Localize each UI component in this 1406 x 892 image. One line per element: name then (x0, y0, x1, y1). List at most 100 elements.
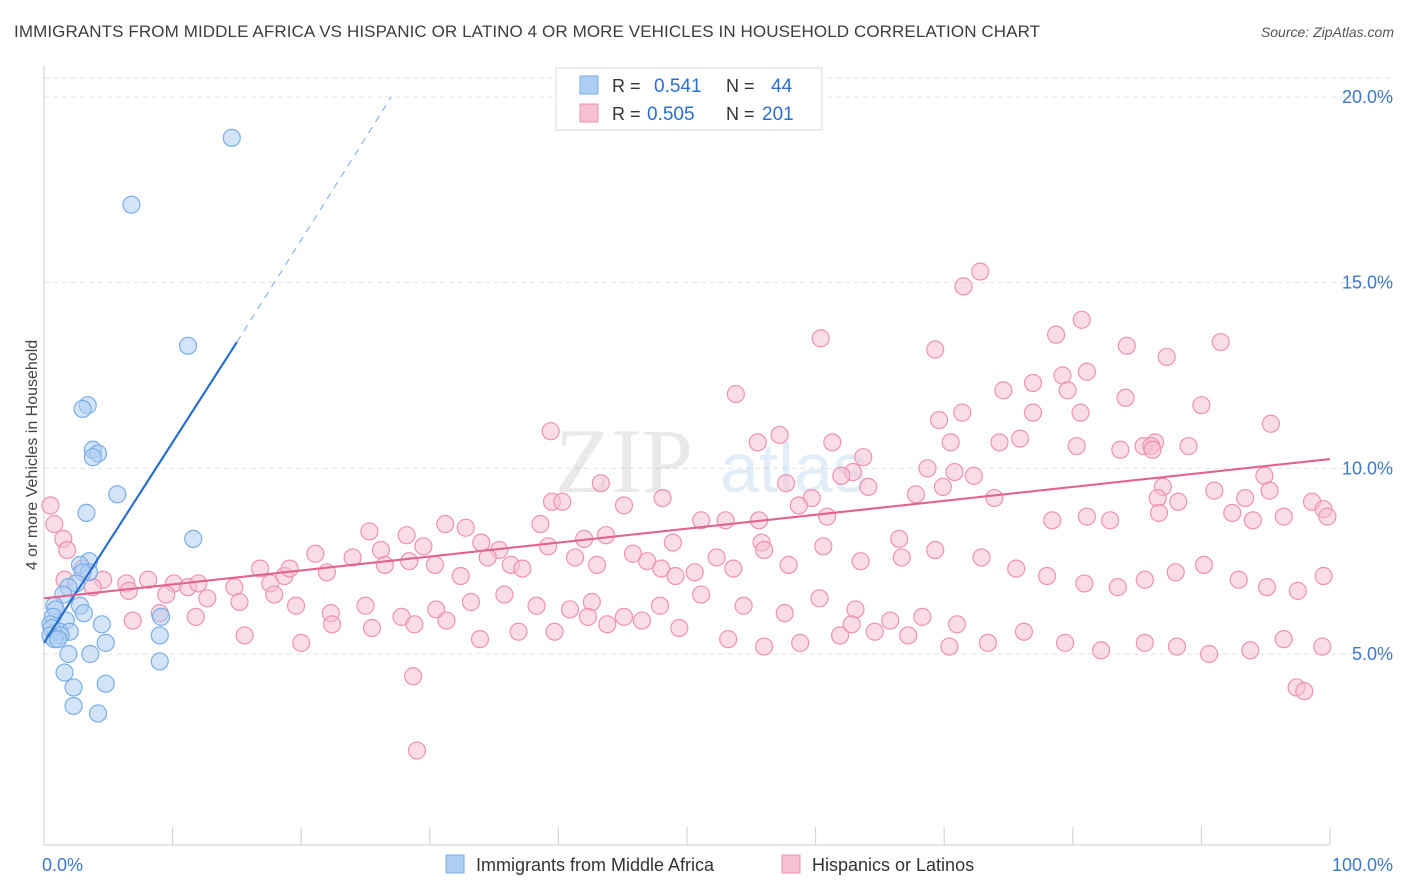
hispanics-point-162 (692, 585, 711, 604)
hispanics-point-14 (726, 384, 745, 404)
hispanics-point-166 (846, 600, 865, 619)
hispanics-point-140 (1257, 578, 1277, 597)
stats-n-value-1: 44 (771, 76, 793, 97)
hispanics-point-93 (41, 496, 60, 515)
hispanics-point-136 (1135, 570, 1154, 589)
hispanics-point-30 (1179, 436, 1198, 456)
hispanics-point-33 (1067, 436, 1086, 456)
hispanics-point-41 (964, 466, 983, 485)
hispanics-point-55 (553, 492, 572, 511)
hispanics-point-110 (425, 555, 445, 574)
middle-africa-point-33 (49, 630, 68, 649)
hispanics-point-104 (280, 559, 299, 578)
stats-r-value-2: 0.505 (647, 104, 695, 125)
hispanics-point-126 (779, 555, 798, 574)
hispanics-point-35 (1143, 440, 1162, 459)
x-tick-labels: 0.0% 100.0% (42, 855, 1393, 875)
hispanics-point-172 (186, 607, 205, 626)
hispanics-point-18 (1023, 403, 1043, 422)
hispanics-point-201 (1274, 630, 1293, 649)
hispanics-point-114 (513, 559, 532, 578)
hispanics-point-5 (1117, 336, 1136, 355)
hispanics-point-187 (755, 637, 774, 656)
hispanics-point-155 (461, 592, 481, 612)
hispanics-point-181 (545, 622, 564, 641)
hispanics-point-207 (842, 615, 861, 634)
hispanics-point-23 (770, 425, 789, 445)
hispanics-point-17 (1071, 403, 1090, 422)
y-tick-label-3: 20.0% (1342, 87, 1393, 107)
hispanics-point-115 (539, 537, 558, 556)
hispanics-point-13 (994, 381, 1013, 400)
hispanics-point-124 (724, 559, 743, 578)
hispanics-point-82 (890, 529, 909, 548)
hispanics-point-147 (198, 589, 217, 608)
middle-africa-point-40 (96, 674, 115, 693)
hispanics-point-164 (775, 604, 794, 623)
hispanics-point-160 (614, 607, 634, 626)
hispanics-point-149 (265, 585, 284, 604)
hispanics-point-32 (941, 433, 960, 452)
hispanics-point-21 (1261, 414, 1280, 433)
hispanics-point-118 (623, 544, 643, 563)
middle-africa-point-4 (73, 399, 92, 419)
hispanics-point-56 (614, 496, 634, 515)
hispanics-point-63 (1149, 503, 1169, 522)
hispanics-point-8 (1157, 347, 1176, 367)
hispanics-point-105 (306, 544, 325, 563)
hispanics-point-22 (541, 422, 560, 441)
hispanics-point-139 (1229, 570, 1248, 589)
hispanics-point-185 (670, 618, 689, 638)
middle-africa-point-36 (81, 644, 100, 664)
hispanics-point-84 (397, 526, 416, 545)
hispanics-point-3 (1046, 325, 1066, 344)
hispanics-point-190 (865, 622, 884, 641)
hispanics-point-77 (456, 518, 475, 537)
hispanics-point-78 (360, 522, 379, 541)
hispanics-point-177 (405, 615, 424, 634)
hispanics-point-75 (531, 514, 550, 534)
hispanics-point-40 (945, 462, 964, 482)
middle-africa-point-38 (55, 663, 74, 682)
grid-lines (44, 77, 1394, 655)
hispanics-point-174 (292, 633, 311, 652)
middle-africa-point-2 (178, 336, 198, 355)
hispanics-point-198 (1167, 637, 1187, 656)
hispanics-point-142 (1314, 566, 1333, 586)
series-legend: Immigrants from Middle Africa Hispanics … (445, 854, 974, 875)
hispanics-point-154 (427, 600, 446, 619)
hispanics-point-205 (407, 741, 427, 760)
hispanics-point-42 (776, 474, 796, 493)
y-axis-label: 4 or more Vehicles in Household (24, 340, 41, 570)
hispanics-point-199 (1200, 644, 1219, 664)
hispanics-point-135 (1108, 578, 1127, 597)
hispanics-point-193 (978, 633, 998, 652)
hispanics-point-129 (892, 548, 911, 567)
hispanics-point-131 (972, 548, 991, 567)
hispanics-point-15 (1116, 388, 1135, 407)
hispanics-point-100 (189, 574, 208, 593)
hispanics-point-28 (748, 433, 767, 452)
hispanics-point-60 (1260, 481, 1279, 500)
hispanics-point-70 (1318, 507, 1337, 526)
hispanics-point-122 (685, 563, 704, 582)
stats-legend: R = 0.541 N = 44 R = 0.505 N = 201 (555, 67, 823, 131)
watermark: ZIP atlas (555, 410, 868, 512)
hispanics-point-44 (859, 477, 878, 496)
trend-line-middle-africa (43, 341, 238, 644)
hispanics-point-123 (707, 548, 726, 567)
stats-swatch-blue (579, 75, 599, 95)
legend-swatch-hispanics (781, 854, 801, 874)
hispanics-point-170 (123, 611, 142, 630)
hispanics-point-202 (1313, 637, 1332, 656)
hispanics-point-145 (119, 581, 138, 600)
hispanics-point-121 (666, 566, 685, 586)
hispanics-point-117 (587, 555, 607, 574)
middle-africa-point-7 (83, 448, 102, 467)
hispanics-point-67 (1077, 507, 1097, 526)
hispanics-point-167 (881, 611, 900, 630)
hispanics-point-134 (1075, 574, 1094, 593)
hispanics-point-19 (953, 403, 972, 422)
middle-africa-point-37 (59, 644, 78, 664)
